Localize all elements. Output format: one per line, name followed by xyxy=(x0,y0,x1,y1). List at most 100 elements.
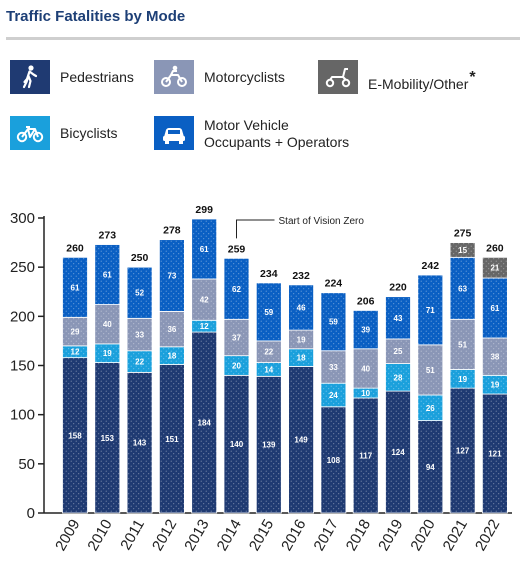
bar-segment xyxy=(158,239,185,312)
y-tick-label: 200 xyxy=(10,308,35,325)
legend-label-motor-vehicle-line1: Motor Vehicle xyxy=(204,117,289,133)
segment-value-label: 36 xyxy=(167,325,176,334)
x-tick-label: 2011 xyxy=(117,517,148,553)
bar-segment xyxy=(62,256,88,318)
legend-label-bicyclists: Bicyclists xyxy=(60,125,118,141)
title-divider xyxy=(6,37,520,40)
legend-label-emobility-text: E-Mobility/Other xyxy=(368,76,469,92)
legend-item-pedestrians: Pedestrians xyxy=(10,60,134,94)
bar-total-label: 260 xyxy=(486,242,504,254)
segment-value-label: 33 xyxy=(135,331,144,340)
bar-segment xyxy=(449,318,476,370)
y-tick-label: 100 xyxy=(10,407,35,424)
legend-label-motor-vehicle-line2: Occupants + Operators xyxy=(204,134,350,150)
x-tick-label: 2018 xyxy=(343,517,374,554)
segment-value-label: 51 xyxy=(426,366,435,375)
segment-value-label: 43 xyxy=(394,314,403,323)
segment-value-label: 24 xyxy=(329,391,338,400)
segment-value-label: 12 xyxy=(71,348,80,357)
bar-total-label: 275 xyxy=(454,228,472,240)
emobility-footnote-mark: * xyxy=(469,69,476,86)
x-tick-label: 2022 xyxy=(472,517,503,554)
bar-segment xyxy=(288,284,315,331)
segment-value-label: 33 xyxy=(329,363,338,372)
bar-segment xyxy=(320,406,347,514)
bar-total-label: 234 xyxy=(260,268,278,280)
bar-total-label: 273 xyxy=(99,230,117,242)
segment-value-label: 21 xyxy=(490,264,499,273)
bar-total-label: 259 xyxy=(228,243,246,255)
bar-segment xyxy=(223,257,250,320)
segment-value-label: 149 xyxy=(294,436,308,445)
bar-segment xyxy=(223,374,250,514)
chart-title: Traffic Fatalities by Mode xyxy=(6,8,186,25)
segment-value-label: 94 xyxy=(426,463,435,472)
segment-value-label: 10 xyxy=(361,389,370,398)
car-icon xyxy=(154,116,194,150)
bar-total-label: 224 xyxy=(325,278,343,290)
bar-segment xyxy=(417,394,444,421)
segment-value-label: 63 xyxy=(458,284,467,293)
annotation-label: Start of Vision Zero xyxy=(279,216,365,227)
y-tick-label: 0 xyxy=(27,505,35,522)
x-tick-label: 2016 xyxy=(278,517,309,554)
segment-value-label: 59 xyxy=(329,318,338,327)
bar-segment xyxy=(417,274,444,346)
bar-segment xyxy=(158,311,185,348)
y-tick-label: 150 xyxy=(10,358,35,375)
segment-value-label: 22 xyxy=(135,358,144,367)
x-tick-label: 2017 xyxy=(310,517,341,554)
segment-value-label: 26 xyxy=(426,404,435,413)
segment-value-label: 140 xyxy=(230,440,244,449)
segment-value-label: 38 xyxy=(490,353,499,362)
bar-segment xyxy=(417,344,444,396)
segment-value-label: 18 xyxy=(167,352,176,361)
segment-value-label: 22 xyxy=(264,348,273,357)
x-tick-label: 2019 xyxy=(375,517,406,554)
walking-person-icon xyxy=(10,60,50,94)
bar-total-label: 250 xyxy=(131,252,149,264)
motorcycle-icon xyxy=(154,60,194,94)
segment-value-label: 153 xyxy=(101,434,115,443)
bar-total-label: 299 xyxy=(195,204,213,216)
segment-value-label: 29 xyxy=(71,328,80,337)
segment-value-label: 73 xyxy=(167,272,176,281)
bicycle-icon xyxy=(10,116,50,150)
bar-segment xyxy=(191,278,218,321)
x-tick-label: 2010 xyxy=(84,517,115,554)
segment-value-label: 59 xyxy=(264,308,273,317)
segment-value-label: 61 xyxy=(71,283,80,292)
bar-segment xyxy=(94,362,121,514)
bar-segment xyxy=(191,218,218,280)
bar-segment xyxy=(481,256,508,279)
legend-item-motorcyclists: Motorcyclists xyxy=(154,60,285,94)
bar-segment xyxy=(223,318,250,357)
bar-segment xyxy=(126,266,153,319)
segment-value-label: 62 xyxy=(232,285,241,294)
segment-value-label: 19 xyxy=(490,381,499,390)
bar-segment xyxy=(320,292,347,352)
bar-segment xyxy=(449,387,476,514)
segment-value-label: 61 xyxy=(103,271,112,280)
bar-segment xyxy=(94,304,121,345)
legend-label-motor-vehicle: Motor Vehicle Occupants + Operators xyxy=(204,117,349,151)
bar-segment xyxy=(352,310,379,350)
segment-value-label: 143 xyxy=(133,439,147,448)
bar-segment xyxy=(352,397,379,514)
y-tick-label: 50 xyxy=(18,456,35,473)
x-tick-label: 2013 xyxy=(181,517,212,554)
bar-segment xyxy=(320,350,347,384)
bar-total-label: 260 xyxy=(66,242,84,254)
segment-value-label: 20 xyxy=(232,362,241,371)
bar-segment xyxy=(255,282,282,342)
bar-segment xyxy=(352,348,379,389)
segment-value-label: 158 xyxy=(68,431,82,440)
y-tick-label: 250 xyxy=(10,259,35,276)
segment-value-label: 15 xyxy=(458,246,467,255)
x-tick-label: 2009 xyxy=(52,517,83,554)
x-tick-label: 2014 xyxy=(214,517,245,554)
segment-value-label: 52 xyxy=(135,289,144,298)
bar-segment xyxy=(288,366,315,514)
bar-segment xyxy=(449,242,476,258)
